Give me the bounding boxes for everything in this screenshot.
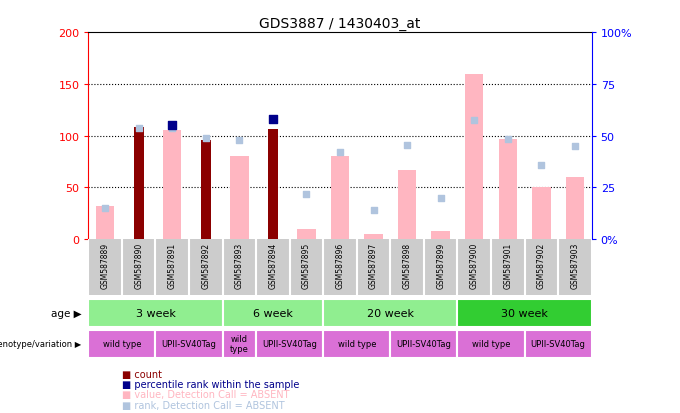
Text: wild type: wild type bbox=[472, 339, 510, 348]
Point bbox=[569, 143, 580, 150]
Point bbox=[536, 162, 547, 169]
Text: GSM587895: GSM587895 bbox=[302, 242, 311, 288]
Bar bbox=[230, 157, 249, 240]
Text: UPII-SV40Tag: UPII-SV40Tag bbox=[262, 339, 317, 348]
Text: 30 week: 30 week bbox=[501, 308, 548, 318]
Text: genotype/variation ▶: genotype/variation ▶ bbox=[0, 339, 82, 349]
Text: GSM587898: GSM587898 bbox=[403, 242, 411, 288]
Text: GSM587901: GSM587901 bbox=[503, 242, 512, 288]
Point bbox=[167, 126, 177, 132]
Text: ■ rank, Detection Call = ABSENT: ■ rank, Detection Call = ABSENT bbox=[122, 400, 285, 410]
Bar bbox=[222, 330, 256, 358]
Bar bbox=[398, 170, 416, 240]
Text: GSM587899: GSM587899 bbox=[436, 242, 445, 288]
Bar bbox=[323, 299, 458, 327]
Bar bbox=[431, 231, 450, 240]
Bar bbox=[524, 330, 592, 358]
Bar bbox=[297, 229, 316, 240]
Bar bbox=[566, 178, 584, 240]
Point bbox=[402, 142, 413, 149]
Text: age ▶: age ▶ bbox=[51, 308, 82, 318]
Text: 20 week: 20 week bbox=[367, 308, 414, 318]
Bar bbox=[323, 330, 390, 358]
Text: GSM587897: GSM587897 bbox=[369, 242, 378, 288]
Text: GSM587890: GSM587890 bbox=[134, 242, 143, 288]
Point bbox=[368, 207, 379, 214]
Text: ■ count: ■ count bbox=[122, 369, 163, 379]
Bar bbox=[458, 299, 592, 327]
Point bbox=[301, 191, 312, 197]
Text: UPII-SV40Tag: UPII-SV40Tag bbox=[162, 339, 216, 348]
Bar bbox=[88, 299, 222, 327]
Point bbox=[201, 135, 211, 142]
Bar bbox=[88, 330, 156, 358]
Point bbox=[469, 117, 479, 124]
Text: 3 week: 3 week bbox=[135, 308, 175, 318]
Text: GSM587896: GSM587896 bbox=[335, 242, 345, 288]
Bar bbox=[390, 330, 458, 358]
Point bbox=[503, 136, 513, 143]
Point bbox=[335, 150, 345, 156]
Point bbox=[167, 123, 177, 129]
Text: GSM587889: GSM587889 bbox=[101, 242, 109, 288]
Bar bbox=[222, 299, 323, 327]
Bar bbox=[364, 235, 383, 240]
Bar bbox=[156, 330, 222, 358]
Text: 6 week: 6 week bbox=[253, 308, 293, 318]
Text: ■ percentile rank within the sample: ■ percentile rank within the sample bbox=[122, 379, 300, 389]
Text: GSM587894: GSM587894 bbox=[269, 242, 277, 288]
Bar bbox=[465, 74, 483, 240]
Text: GSM587893: GSM587893 bbox=[235, 242, 244, 288]
Text: GSM587902: GSM587902 bbox=[537, 242, 546, 288]
Title: GDS3887 / 1430403_at: GDS3887 / 1430403_at bbox=[259, 17, 421, 31]
Point bbox=[100, 205, 111, 212]
Bar bbox=[201, 140, 211, 240]
Text: wild
type: wild type bbox=[230, 334, 249, 354]
Text: UPII-SV40Tag: UPII-SV40Tag bbox=[530, 339, 585, 348]
Text: GSM587892: GSM587892 bbox=[201, 242, 210, 288]
Text: wild type: wild type bbox=[337, 339, 376, 348]
Point bbox=[435, 195, 446, 202]
Bar bbox=[256, 330, 323, 358]
Point bbox=[133, 126, 144, 132]
Point bbox=[234, 137, 245, 144]
Bar bbox=[498, 140, 517, 240]
Point bbox=[267, 116, 278, 123]
Text: ■ value, Detection Call = ABSENT: ■ value, Detection Call = ABSENT bbox=[122, 389, 290, 399]
Bar bbox=[134, 128, 143, 240]
Bar bbox=[163, 131, 182, 240]
Bar bbox=[532, 188, 551, 240]
Bar bbox=[268, 130, 278, 240]
Bar bbox=[458, 330, 524, 358]
Bar bbox=[96, 206, 114, 240]
Bar bbox=[330, 157, 350, 240]
Text: wild type: wild type bbox=[103, 339, 141, 348]
Text: GSM587900: GSM587900 bbox=[470, 242, 479, 289]
Text: GSM587891: GSM587891 bbox=[168, 242, 177, 288]
Text: GSM587903: GSM587903 bbox=[571, 242, 579, 289]
Text: UPII-SV40Tag: UPII-SV40Tag bbox=[396, 339, 452, 348]
